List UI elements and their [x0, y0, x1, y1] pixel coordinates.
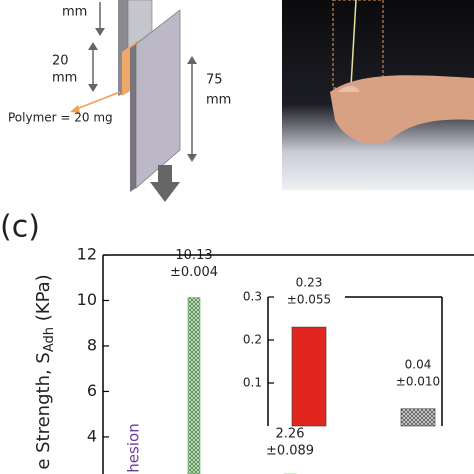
- y-axis-label: e Strength, SAdh (KPa): [33, 274, 57, 469]
- bar: [400, 408, 436, 427]
- y-tick-label: 10: [77, 290, 97, 309]
- polymer-label: Polymer = 20 mg: [8, 111, 113, 125]
- y-axis-label-sub: Adh: [42, 327, 57, 352]
- error-label: ±0.089: [266, 444, 314, 459]
- top-label: mm: [62, 5, 87, 20]
- y-tick-label: 4: [87, 426, 97, 445]
- error-label: ±0.055: [287, 293, 331, 307]
- error-label: ±0.004: [170, 265, 218, 280]
- main-chart: [103, 255, 297, 474]
- bar: [187, 297, 201, 474]
- slide-diagram: [70, 0, 197, 202]
- y-tick-label: 6: [87, 381, 97, 400]
- value-label: 0.23: [296, 276, 323, 290]
- y-tick-label: 0.2: [243, 333, 262, 347]
- annotation: hesion: [125, 423, 143, 472]
- length-label: mm: [206, 93, 231, 108]
- gap-label: mm: [52, 71, 77, 86]
- bar: [291, 326, 327, 427]
- y-axis-label-unit: (KPa): [33, 274, 54, 327]
- gap-label: 20: [52, 54, 69, 69]
- photo: [282, 0, 474, 190]
- y-axis-label-main: e Strength, S: [33, 352, 54, 470]
- y-tick-label: 12: [77, 245, 97, 264]
- length-label: 75: [206, 73, 223, 88]
- value-label: 2.26: [276, 427, 305, 442]
- y-tick-label: 0.3: [243, 290, 262, 304]
- y-tick-label: 0.1: [243, 376, 262, 390]
- y-tick-label: 8: [87, 335, 97, 354]
- value-label: 0.04: [405, 357, 432, 371]
- panel-label: (c): [0, 210, 40, 245]
- error-label: ±0.010: [396, 374, 440, 388]
- inset-chart: [268, 296, 442, 427]
